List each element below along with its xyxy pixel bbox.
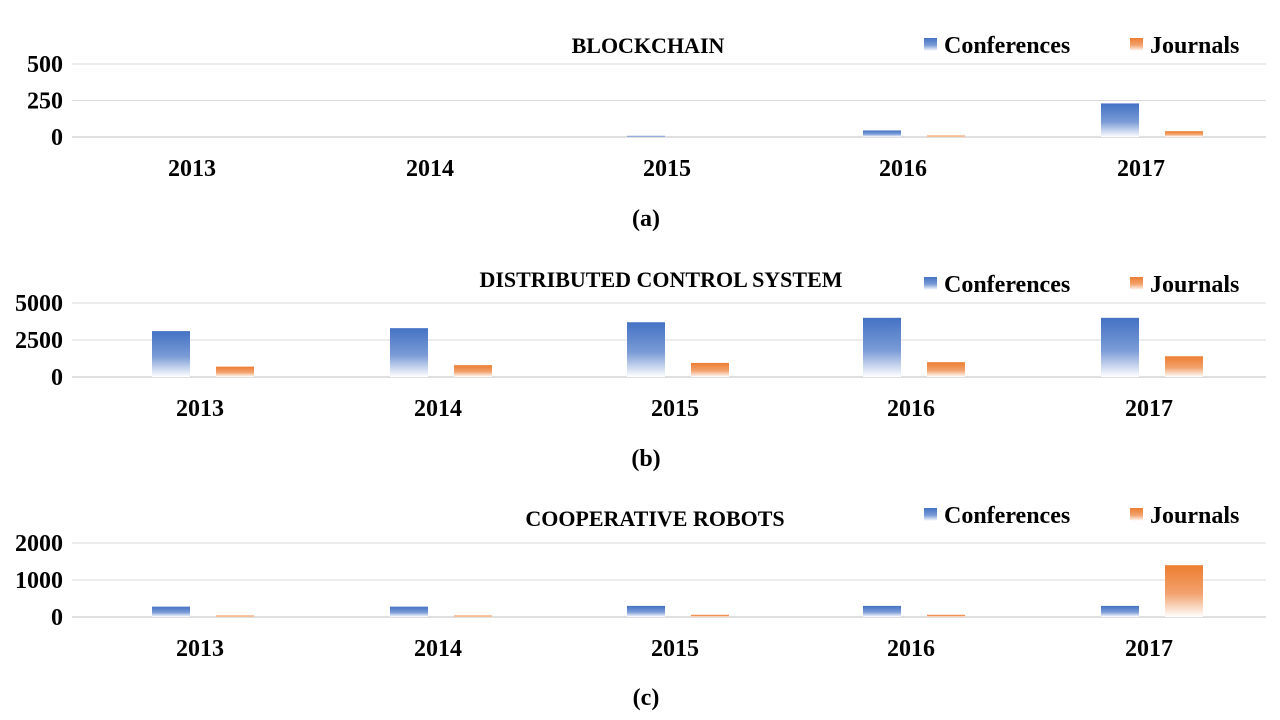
x-tick-label: 2014 — [406, 156, 454, 182]
bar-journals-2017 — [1165, 565, 1203, 617]
x-tick-label: 2017 — [1117, 156, 1165, 182]
x-tick-label: 2016 — [879, 156, 927, 182]
legend-label-conferences: Conferences — [944, 33, 1070, 59]
bar-conferences-2017 — [1101, 317, 1139, 377]
y-tick-label: 0 — [51, 365, 63, 391]
bar-conferences-2016 — [863, 130, 901, 137]
x-tick-label: 2015 — [651, 636, 699, 662]
bar-conferences-2016 — [863, 605, 901, 617]
x-tick-label: 2013 — [176, 396, 224, 422]
bar-conferences-2017 — [1101, 103, 1139, 137]
legend-label-journals: Journals — [1150, 503, 1239, 529]
bar-journals-2014 — [454, 615, 492, 617]
x-tick-label: 2016 — [887, 396, 935, 422]
bar-journals-2017 — [1165, 131, 1203, 137]
bar-conferences-2017 — [1101, 605, 1139, 617]
y-tick-label: 2000 — [15, 531, 63, 557]
x-tick-label: 2017 — [1125, 396, 1173, 422]
y-tick-label: 2500 — [15, 328, 63, 354]
bar-conferences-2015 — [627, 135, 665, 137]
bar-conferences-2014 — [390, 606, 428, 617]
panel-caption: (a) — [632, 206, 660, 232]
legend-label-journals: Journals — [1150, 272, 1239, 298]
bar-conferences-2015 — [627, 322, 665, 377]
y-tick-label: 5000 — [15, 291, 63, 317]
panel-caption: (c) — [633, 685, 660, 711]
chart-title: COOPERATIVE ROBOTS — [525, 506, 784, 531]
bar-journals-2016 — [927, 362, 965, 377]
legend-label-conferences: Conferences — [944, 272, 1070, 298]
bar-journals-2013 — [216, 615, 254, 617]
legend-swatch-journals — [1130, 508, 1143, 521]
legend-swatch-conferences — [924, 277, 937, 290]
y-tick-label: 250 — [27, 89, 63, 115]
legend: Conferences Journals — [924, 33, 1239, 59]
chart-panel-b: DISTRIBUTED CONTROL SYSTEM Conferences J… — [15, 267, 1266, 472]
chart-panel-a: BLOCKCHAIN Conferences Journals 0 250 500 2… — [27, 33, 1266, 232]
plot-area: 0 250 500 2013 2014 2015 2016 2017 — [27, 52, 1266, 182]
bar-journals-2014 — [454, 365, 492, 377]
y-tick-label: 0 — [51, 125, 63, 151]
x-tick-label: 2016 — [887, 636, 935, 662]
chart-panel-c: COOPERATIVE ROBOTS Conferences Journals … — [15, 503, 1266, 711]
x-tick-label: 2014 — [414, 396, 462, 422]
bar-journals-2015 — [691, 614, 729, 617]
bar-conferences-2013 — [152, 606, 190, 617]
bar-journals-2016 — [927, 614, 965, 617]
x-tick-label: 2017 — [1125, 636, 1173, 662]
x-tick-label: 2013 — [168, 156, 216, 182]
x-tick-label: 2014 — [414, 636, 462, 662]
x-tick-label: 2015 — [643, 156, 691, 182]
legend-swatch-journals — [1130, 38, 1143, 51]
legend: Conferences Journals — [924, 503, 1239, 529]
y-tick-label: 0 — [51, 605, 63, 631]
legend-label-journals: Journals — [1150, 33, 1239, 59]
legend-swatch-journals — [1130, 277, 1143, 290]
legend-label-conferences: Conferences — [944, 503, 1070, 529]
bar-journals-2017 — [1165, 356, 1203, 377]
plot-area: 0 1000 2000 2013 2014 2015 2016 2017 — [15, 531, 1266, 662]
bar-journals-2015 — [691, 362, 729, 377]
plot-area: 0 2500 5000 2013 2014 2015 2016 2017 — [15, 291, 1266, 422]
x-tick-label: 2013 — [176, 636, 224, 662]
legend-swatch-conferences — [924, 508, 937, 521]
chart-title: DISTRIBUTED CONTROL SYSTEM — [479, 267, 842, 292]
panel-caption: (b) — [631, 446, 660, 472]
x-tick-label: 2015 — [651, 396, 699, 422]
bar-journals-2013 — [216, 366, 254, 377]
bar-conferences-2014 — [390, 328, 428, 377]
bar-conferences-2016 — [863, 317, 901, 377]
y-tick-label: 500 — [27, 52, 63, 78]
bar-conferences-2015 — [627, 605, 665, 617]
legend: Conferences Journals — [924, 272, 1239, 298]
y-tick-label: 1000 — [15, 568, 63, 594]
chart-title: BLOCKCHAIN — [572, 33, 725, 58]
bar-conferences-2013 — [152, 331, 190, 377]
legend-swatch-conferences — [924, 38, 937, 51]
bar-journals-2016 — [927, 135, 965, 137]
